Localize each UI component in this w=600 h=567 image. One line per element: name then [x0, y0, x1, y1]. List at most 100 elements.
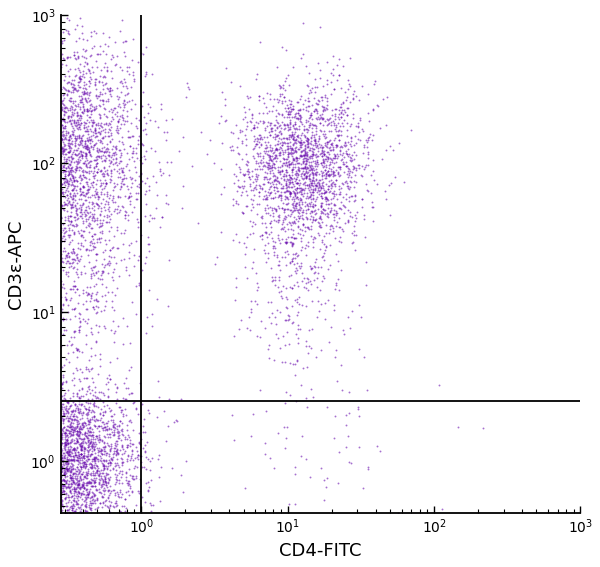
- Point: [296, 324, 305, 333]
- Point: [280, 188, 289, 197]
- Point: [231, 230, 241, 239]
- Point: [91, 124, 100, 133]
- Point: [341, 146, 351, 155]
- Point: [142, 452, 151, 461]
- Point: [298, 156, 307, 166]
- Point: [136, 231, 146, 240]
- Point: [346, 183, 355, 192]
- Point: [86, 343, 95, 352]
- Point: [281, 171, 291, 180]
- Point: [131, 121, 141, 130]
- Point: [97, 437, 106, 446]
- Point: [104, 257, 114, 266]
- Point: [80, 463, 90, 472]
- Point: [322, 473, 332, 482]
- Point: [64, 148, 74, 157]
- Point: [67, 149, 77, 158]
- Point: [282, 205, 292, 214]
- Point: [308, 187, 318, 196]
- Point: [74, 194, 84, 203]
- Point: [90, 478, 100, 487]
- Point: [79, 483, 88, 492]
- Point: [74, 134, 84, 143]
- Point: [67, 185, 77, 194]
- Point: [272, 94, 281, 103]
- Point: [61, 159, 70, 168]
- Point: [335, 165, 345, 174]
- Point: [306, 109, 316, 118]
- Point: [136, 168, 146, 177]
- Point: [59, 109, 69, 119]
- Point: [85, 478, 94, 487]
- Point: [65, 314, 74, 323]
- Point: [102, 66, 112, 75]
- Point: [90, 481, 100, 490]
- Point: [68, 221, 77, 230]
- Point: [335, 145, 344, 154]
- Point: [83, 477, 93, 486]
- Point: [89, 230, 99, 239]
- Point: [110, 290, 119, 299]
- Point: [273, 202, 283, 211]
- Point: [57, 256, 67, 265]
- Point: [145, 457, 155, 466]
- Point: [301, 284, 311, 293]
- Point: [340, 329, 349, 338]
- Point: [67, 102, 76, 111]
- Point: [304, 89, 314, 98]
- Point: [62, 184, 72, 193]
- Point: [62, 464, 71, 473]
- Point: [67, 254, 76, 263]
- Point: [311, 184, 320, 193]
- Point: [57, 105, 67, 114]
- Point: [90, 452, 100, 462]
- Point: [292, 134, 301, 143]
- Point: [108, 422, 118, 431]
- Point: [82, 503, 91, 512]
- Point: [57, 411, 67, 420]
- Point: [111, 141, 121, 150]
- Point: [76, 391, 85, 400]
- Point: [82, 167, 92, 176]
- Point: [286, 150, 296, 159]
- Point: [331, 126, 340, 136]
- Point: [301, 125, 311, 134]
- Point: [62, 407, 71, 416]
- Point: [251, 139, 261, 149]
- Point: [61, 440, 71, 449]
- Point: [101, 423, 110, 432]
- Point: [241, 134, 251, 143]
- Point: [315, 126, 325, 135]
- Point: [116, 178, 126, 187]
- Point: [63, 171, 73, 180]
- Point: [77, 194, 86, 203]
- Point: [96, 445, 106, 454]
- Point: [70, 444, 79, 453]
- Point: [72, 463, 82, 472]
- Point: [141, 187, 151, 196]
- Point: [295, 116, 305, 125]
- Point: [347, 156, 356, 166]
- Point: [293, 132, 302, 141]
- Point: [305, 154, 314, 163]
- Point: [308, 144, 318, 153]
- Point: [235, 125, 245, 134]
- Point: [101, 468, 111, 477]
- Point: [286, 122, 295, 131]
- Point: [60, 469, 70, 479]
- Point: [56, 431, 66, 440]
- Point: [145, 409, 154, 418]
- Point: [69, 230, 79, 239]
- Point: [273, 230, 283, 239]
- Point: [69, 105, 79, 115]
- Point: [317, 143, 327, 152]
- Point: [316, 222, 325, 231]
- Point: [63, 86, 73, 95]
- Point: [265, 191, 274, 200]
- Point: [316, 181, 325, 191]
- Point: [263, 108, 272, 117]
- Point: [91, 302, 101, 311]
- Point: [79, 444, 89, 453]
- Point: [84, 487, 94, 496]
- Point: [289, 146, 298, 155]
